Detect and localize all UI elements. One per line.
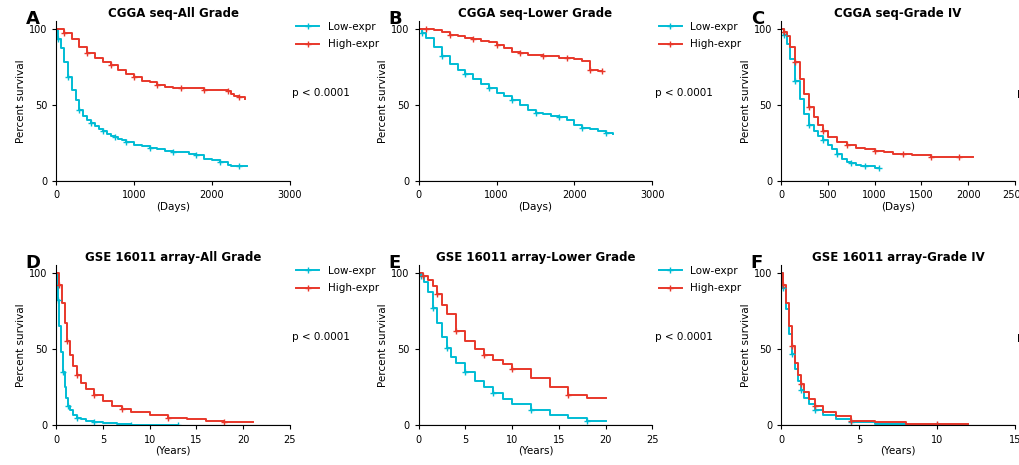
Y-axis label: Percent survival: Percent survival [16, 60, 25, 143]
X-axis label: (Years): (Years) [879, 446, 915, 456]
Text: A: A [25, 10, 40, 28]
Text: B: B [388, 10, 401, 28]
Legend: Low-expr, High-expr: Low-expr, High-expr [1016, 262, 1019, 297]
Text: p > 0.05: p > 0.05 [1016, 332, 1019, 342]
Title: CGGA seq-Grade IV: CGGA seq-Grade IV [834, 7, 961, 20]
Legend: Low-expr, High-expr: Low-expr, High-expr [292, 18, 382, 53]
Text: p < 0.0001: p < 0.0001 [292, 332, 350, 342]
Text: C: C [750, 10, 763, 28]
X-axis label: (Days): (Days) [880, 202, 914, 212]
Text: D: D [25, 254, 41, 272]
Legend: Low-expr, High-expr: Low-expr, High-expr [654, 18, 745, 53]
Legend: Low-expr, High-expr: Low-expr, High-expr [292, 262, 382, 297]
Legend: Low-expr, High-expr: Low-expr, High-expr [1016, 18, 1019, 53]
Y-axis label: Percent survival: Percent survival [740, 60, 750, 143]
X-axis label: (Years): (Years) [518, 446, 552, 456]
Legend: Low-expr, High-expr: Low-expr, High-expr [654, 262, 745, 297]
Text: E: E [388, 254, 400, 272]
Text: p > 0.05: p > 0.05 [1016, 88, 1019, 99]
X-axis label: (Days): (Days) [156, 202, 190, 212]
X-axis label: (Years): (Years) [155, 446, 191, 456]
Title: GSE 16011 array-Grade IV: GSE 16011 array-Grade IV [811, 251, 983, 264]
Title: GSE 16011 array-Lower Grade: GSE 16011 array-Lower Grade [435, 251, 635, 264]
Title: CGGA seq-All Grade: CGGA seq-All Grade [107, 7, 238, 20]
Y-axis label: Percent survival: Percent survival [378, 60, 388, 143]
Title: GSE 16011 array-All Grade: GSE 16011 array-All Grade [85, 251, 261, 264]
Y-axis label: Percent survival: Percent survival [16, 303, 25, 387]
Text: p < 0.0001: p < 0.0001 [654, 88, 712, 99]
Text: F: F [750, 254, 762, 272]
X-axis label: (Days): (Days) [518, 202, 552, 212]
Title: CGGA seq-Lower Grade: CGGA seq-Lower Grade [458, 7, 612, 20]
Text: p < 0.0001: p < 0.0001 [654, 332, 712, 342]
Text: p < 0.0001: p < 0.0001 [292, 88, 350, 99]
Y-axis label: Percent survival: Percent survival [740, 303, 750, 387]
Y-axis label: Percent survival: Percent survival [378, 303, 388, 387]
